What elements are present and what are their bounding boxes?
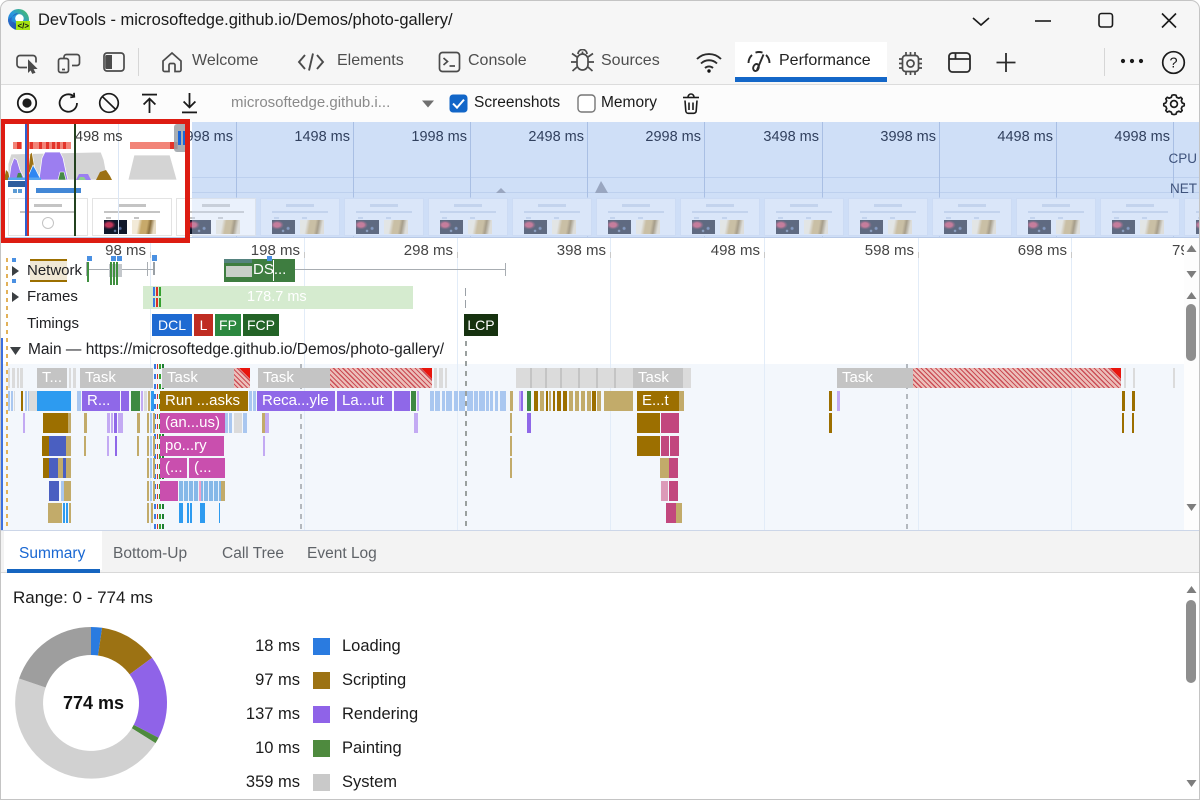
svg-text:</>: </> bbox=[18, 22, 30, 31]
svg-text:?: ? bbox=[1169, 56, 1177, 72]
